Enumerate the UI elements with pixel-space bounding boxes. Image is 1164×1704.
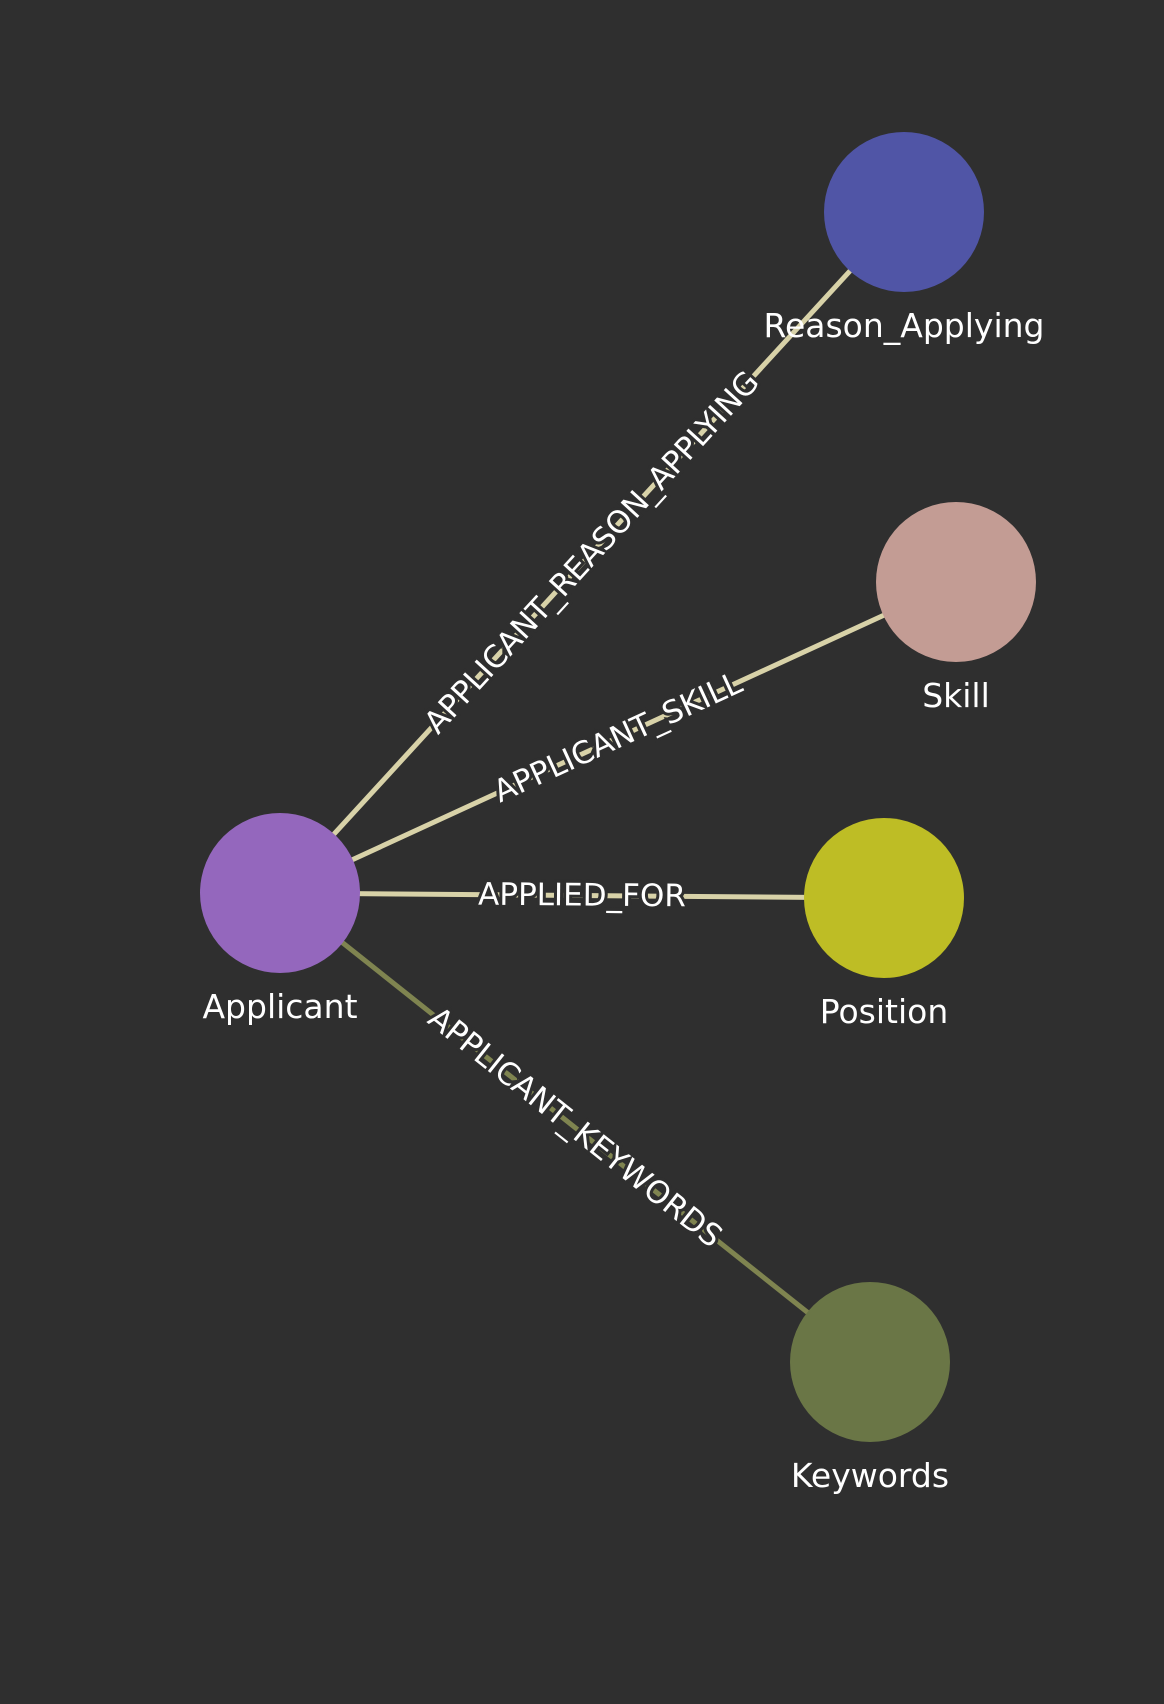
node-circle[interactable] — [790, 1282, 950, 1442]
node-circle[interactable] — [804, 818, 964, 978]
node-label: Keywords — [791, 1456, 949, 1495]
node-circle[interactable] — [824, 132, 984, 292]
node-skill[interactable]: Skill — [876, 502, 1036, 715]
edge-line — [277, 579, 959, 896]
edge-applicant-keywords[interactable]: APPLICANT_KEYWORDS — [277, 890, 873, 1365]
edge-line — [277, 890, 887, 901]
edge-label: APPLICANT_SKILL — [488, 665, 748, 811]
edge-label: APPLIED_FOR — [478, 877, 686, 915]
edges-layer: APPLICANT_REASON_APPLYINGAPPLICANT_SKILL… — [277, 209, 959, 1365]
edge-line — [277, 890, 873, 1365]
node-keywords[interactable]: Keywords — [790, 1282, 950, 1495]
node-label: Position — [820, 992, 949, 1031]
nodes-layer: Applicant Reason_Applying Skill Position Key… — [200, 132, 1044, 1495]
edge-applicant-position[interactable]: APPLIED_FOR — [277, 874, 887, 917]
node-reason_applying[interactable]: Reason_Applying — [764, 132, 1045, 345]
node-circle[interactable] — [876, 502, 1036, 662]
node-label: Applicant — [202, 987, 357, 1026]
node-label: Reason_Applying — [764, 306, 1045, 345]
edge-line — [277, 209, 907, 896]
node-circle[interactable] — [200, 813, 360, 973]
node-label: Skill — [922, 676, 990, 715]
edge-label: APPLICANT_KEYWORDS — [421, 1000, 729, 1255]
node-applicant[interactable]: Applicant — [200, 813, 360, 1026]
node-position[interactable]: Position — [804, 818, 964, 1031]
